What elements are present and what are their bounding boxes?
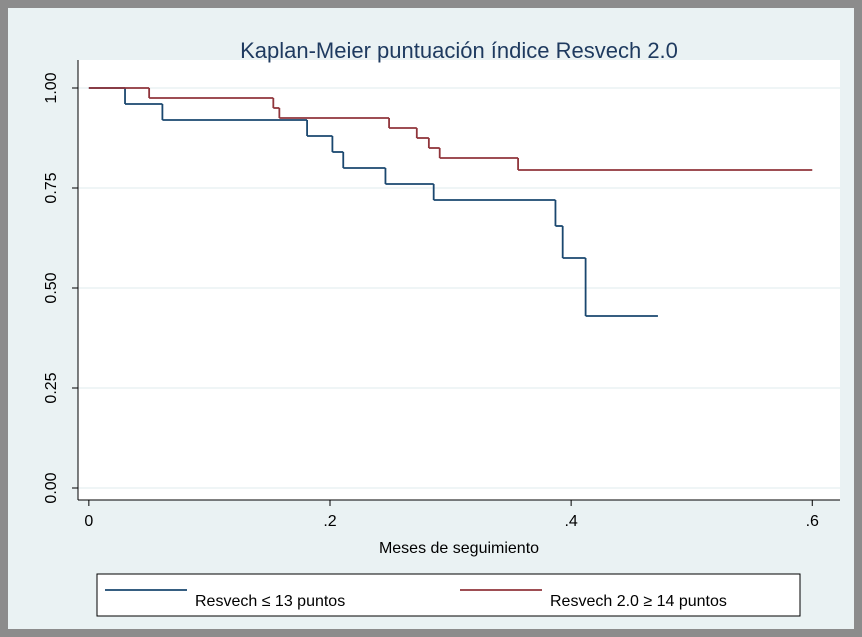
x-tick-label: 0	[84, 513, 93, 530]
x-tick-label: .4	[564, 513, 577, 530]
legend-label: Resvech 2.0 ≥ 14 puntos	[550, 593, 727, 610]
y-tick-label: 0.00	[43, 472, 60, 503]
legend-box	[96, 573, 801, 617]
y-tick-label: 0.75	[43, 172, 60, 203]
y-tick-label: 0.50	[43, 272, 60, 303]
x-tick-label: .6	[806, 513, 819, 530]
plot-area	[78, 60, 840, 500]
y-tick-label: 1.00	[43, 72, 60, 103]
chart-title: Kaplan-Meier puntuación índice Resvech 2…	[240, 38, 678, 63]
x-axis-label: Meses de seguimiento	[379, 540, 539, 557]
x-tick-label: .2	[323, 513, 336, 530]
y-tick-label: 0.25	[43, 372, 60, 403]
legend-label: Resvech ≤ 13 puntos	[195, 593, 345, 610]
